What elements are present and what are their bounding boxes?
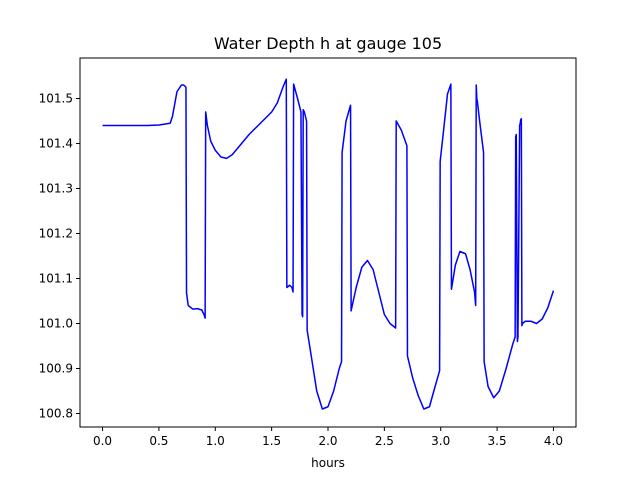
x-tick-label: 3.5	[488, 434, 507, 448]
series-line-0	[102, 78, 555, 410]
chart-title: Water Depth h at gauge 105	[214, 34, 442, 53]
x-axis: 0.0 0.5 1.0 1.5 2.0 2.5 3.0 3.5 4.0	[93, 427, 563, 448]
y-tick-label: 101.2	[39, 227, 73, 241]
y-tick-label: 101.3	[39, 182, 73, 196]
plot-area	[102, 78, 555, 410]
x-axis-label: hours	[311, 456, 345, 470]
x-tick-label: 1.5	[262, 434, 281, 448]
x-tick-label: 2.5	[375, 434, 394, 448]
y-axis: 100.8 100.9 101.0 101.1 101.2 101.3 101.4 101.5	[39, 92, 80, 421]
y-tick-label: 100.9	[39, 362, 73, 376]
y-tick-label: 101.4	[39, 137, 73, 151]
y-tick-label: 101.0	[39, 317, 73, 331]
y-tick-label: 101.5	[39, 92, 73, 106]
x-tick-label: 4.0	[544, 434, 563, 448]
x-tick-label: 1.0	[206, 434, 225, 448]
x-tick-label: 0.5	[149, 434, 168, 448]
x-tick-label: 3.0	[431, 434, 450, 448]
plot-frame	[79, 57, 577, 428]
x-tick-label: 0.0	[93, 434, 112, 448]
y-tick-label: 100.8	[39, 407, 73, 421]
y-tick-label: 101.1	[39, 272, 73, 286]
x-tick-label: 2.0	[318, 434, 337, 448]
